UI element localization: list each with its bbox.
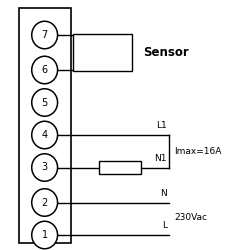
Text: 2: 2 [42, 198, 48, 207]
Circle shape [32, 89, 58, 116]
Bar [99, 161, 141, 174]
Text: N1: N1 [154, 154, 167, 163]
Text: L1: L1 [156, 122, 167, 130]
Text: 6: 6 [42, 65, 48, 75]
Text: 1: 1 [42, 230, 48, 240]
Circle shape [32, 56, 58, 84]
Text: 7: 7 [42, 30, 48, 40]
Circle shape [32, 154, 58, 181]
Text: Imax=16A: Imax=16A [174, 147, 221, 156]
Text: 230Vac: 230Vac [174, 213, 207, 222]
Text: Sensor: Sensor [143, 46, 189, 59]
Circle shape [32, 121, 58, 149]
Circle shape [32, 189, 58, 216]
Text: 5: 5 [42, 98, 48, 108]
Text: 3: 3 [42, 162, 48, 172]
Circle shape [32, 21, 58, 49]
Text: L: L [162, 222, 167, 230]
Text: 4: 4 [42, 130, 48, 140]
Text: N: N [160, 189, 167, 198]
Bar [19, 8, 70, 242]
Bar [73, 34, 132, 71]
Circle shape [32, 221, 58, 249]
